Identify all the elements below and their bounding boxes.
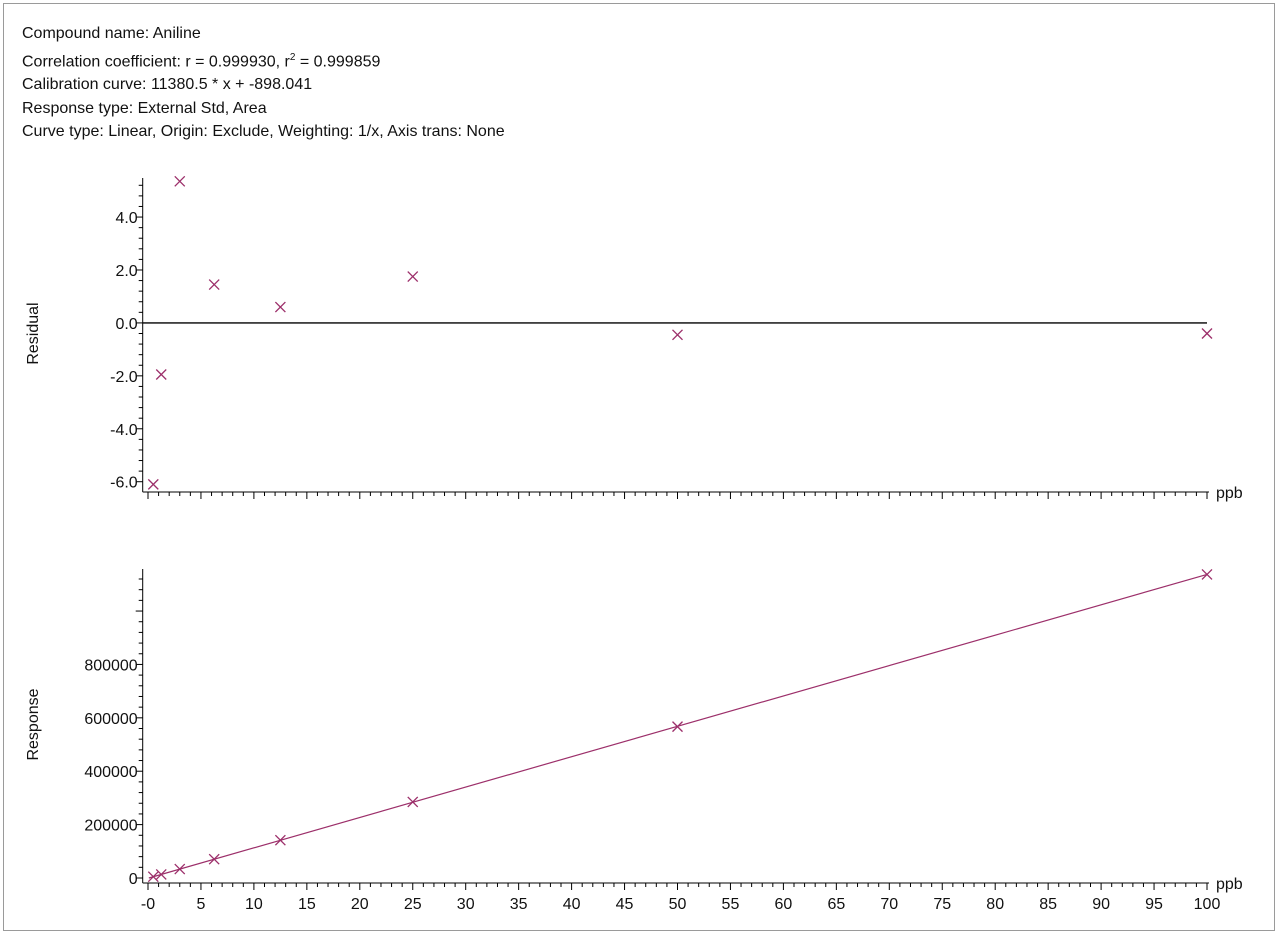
x-unit-label: ppb [1216, 485, 1243, 502]
x-tick-label: 10 [245, 896, 263, 913]
data-point [208, 853, 220, 865]
calibration-header: Compound name: Aniline Correlation coeff… [22, 22, 505, 144]
y-tick-label: 600000 [84, 711, 137, 728]
x-tick-label: 50 [669, 896, 687, 913]
marker-stroke [208, 279, 220, 290]
marker-stroke [672, 329, 683, 341]
correlation-sup: 2 [289, 51, 296, 63]
y-tick-label: 2.0 [115, 263, 137, 280]
compound-name-text: Compound name: Aniline [22, 25, 201, 42]
data-point [155, 369, 167, 380]
y-tick-label: 400000 [84, 764, 137, 781]
marker-stroke [407, 271, 419, 283]
marker-stroke [1201, 328, 1213, 339]
x-tick-label: 35 [510, 896, 528, 913]
x-tick-label: 30 [457, 896, 475, 913]
x-tick-label: 40 [563, 896, 581, 913]
response-type-text: Response type: External Std, Area [22, 99, 267, 117]
marker-stroke [174, 175, 186, 187]
x-tick-label: 45 [616, 896, 634, 913]
x-tick-label: 80 [986, 896, 1004, 913]
x-tick-label: -0 [141, 896, 155, 913]
x-tick-label: 60 [775, 896, 793, 913]
marker-stroke [155, 869, 167, 880]
y-tick-label: -4.0 [110, 422, 138, 439]
correlation-suffix: = 0.999859 [295, 52, 381, 70]
data-point [155, 869, 167, 880]
x-tick-label: 25 [404, 896, 422, 913]
marker-stroke [147, 871, 159, 883]
y-tick-label: -2.0 [110, 369, 138, 386]
y-tick-label: 4.0 [115, 210, 137, 227]
data-point [672, 721, 683, 733]
marker-stroke [174, 863, 186, 875]
y-tick-label: 0 [129, 871, 138, 888]
x-tick-label: 70 [880, 896, 898, 913]
data-point [274, 301, 286, 313]
marker-stroke [407, 796, 419, 808]
x-tick-label: 65 [827, 896, 845, 913]
x-tick-label: 5 [196, 896, 205, 913]
y-axis-label: Response [25, 688, 42, 760]
correlation-prefix: Correlation coefficient: r = 0.999930, r [22, 52, 290, 70]
marker-stroke [274, 834, 286, 846]
x-tick-label: 20 [351, 896, 369, 913]
x-tick-label: 75 [933, 896, 951, 913]
data-point [1201, 328, 1213, 339]
data-point [147, 871, 159, 883]
response-plot: 800000 600000 400000 200000 0 Response ppb -0 5 1… [25, 569, 1243, 913]
marker-stroke [274, 301, 286, 313]
marker-stroke [208, 853, 220, 865]
y-tick-label: -6.0 [110, 475, 138, 492]
y-tick-label: 0.0 [115, 316, 137, 333]
data-point [147, 478, 159, 490]
y-tick-label: 800000 [84, 657, 137, 674]
x-tick-label: 100 [1194, 896, 1221, 913]
x-unit-label: ppb [1216, 876, 1243, 893]
data-point [407, 271, 419, 283]
correlation-text: Correlation coefficient: r = 0.999930, r… [22, 46, 505, 74]
x-tick-label: 15 [298, 896, 316, 913]
calibration-curve-text: Calibration curve: 11380.5 * x + -898.04… [22, 76, 313, 94]
data-point [208, 279, 220, 290]
marker-stroke [672, 721, 683, 733]
residual-plot: 4.0 2.0 0.0 -2.0 -4.0 -6.0 Residual ppb [25, 175, 1243, 502]
data-point [1201, 569, 1213, 580]
data-point [174, 175, 186, 187]
x-tick-label: 90 [1092, 896, 1110, 913]
data-point [174, 863, 186, 875]
report-frame [3, 3, 1275, 931]
data-point [672, 329, 683, 341]
marker-stroke [147, 478, 159, 490]
data-point [274, 834, 286, 846]
marker-stroke [1201, 569, 1213, 580]
curve-type-text: Curve type: Linear, Origin: Exclude, Wei… [22, 123, 505, 141]
x-tick-label: 85 [1039, 896, 1057, 913]
y-tick-label: 200000 [84, 818, 137, 835]
y-axis-label: Residual [25, 302, 42, 364]
x-tick-label: 55 [722, 896, 740, 913]
x-tick-label: 95 [1145, 896, 1163, 913]
data-point [407, 796, 419, 808]
marker-stroke [155, 369, 167, 380]
